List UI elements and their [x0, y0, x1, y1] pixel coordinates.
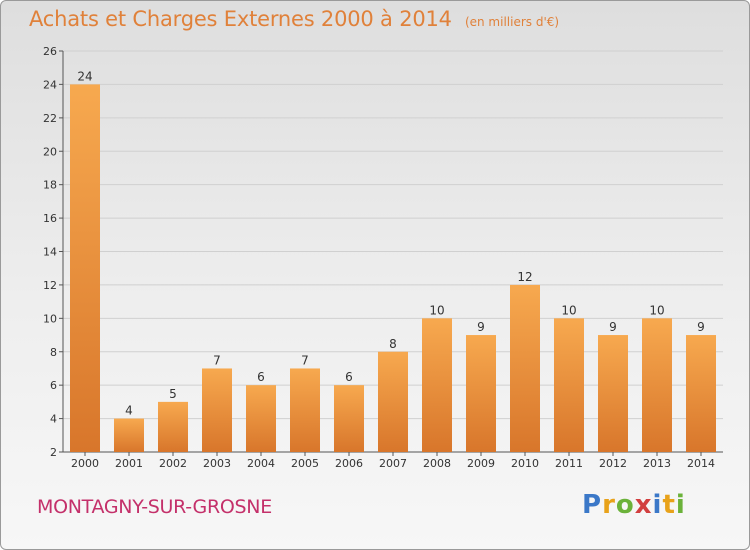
y-tick-label: 4 — [50, 413, 57, 426]
bar — [686, 335, 716, 452]
data-label: 10 — [561, 303, 576, 317]
y-tick-label: 22 — [43, 112, 57, 125]
data-label: 9 — [697, 320, 705, 334]
bar — [422, 318, 452, 452]
logo-letter: i — [675, 490, 686, 520]
x-tick-label: 2008 — [423, 457, 451, 470]
bar — [290, 368, 320, 452]
bar — [598, 335, 628, 452]
x-tick-label: 2006 — [335, 457, 363, 470]
x-tick-label: 2000 — [71, 457, 99, 470]
y-tick-label: 20 — [43, 145, 57, 158]
bar — [334, 385, 364, 452]
bar — [642, 318, 672, 452]
data-label: 10 — [429, 303, 444, 317]
bar — [158, 401, 188, 452]
x-tick-label: 2002 — [159, 457, 187, 470]
y-tick-label: 26 — [43, 45, 57, 58]
x-tick-label: 2009 — [467, 457, 495, 470]
data-label: 12 — [517, 270, 532, 284]
commune-name: MONTAGNY-SUR-GROSNE — [37, 496, 272, 518]
data-label: 5 — [169, 387, 177, 401]
x-tick-label: 2011 — [555, 457, 583, 470]
y-tick-label: 10 — [43, 312, 57, 325]
y-tick-label: 16 — [43, 212, 57, 225]
data-label: 7 — [213, 353, 221, 367]
data-label: 10 — [649, 303, 664, 317]
data-label: 24 — [77, 69, 92, 83]
bar — [70, 84, 100, 453]
data-label: 6 — [345, 370, 353, 384]
x-tick-label: 2004 — [247, 457, 275, 470]
bar — [202, 368, 232, 452]
x-tick-label: 2013 — [643, 457, 671, 470]
logo-letter: r — [602, 490, 616, 520]
y-tick-label: 6 — [50, 379, 57, 392]
logo-letter: t — [662, 490, 676, 520]
y-tick-label: 8 — [50, 346, 57, 359]
logo-letter: i — [652, 490, 663, 520]
bar — [378, 351, 408, 452]
data-label: 7 — [301, 353, 309, 367]
x-tick-label: 2012 — [599, 457, 627, 470]
chart-subtitle: (en milliers d'€) — [464, 15, 560, 29]
y-tick-label: 12 — [43, 279, 57, 292]
x-tick-label: 2014 — [687, 457, 715, 470]
bar — [114, 418, 144, 452]
data-label: 4 — [125, 404, 133, 418]
logo-letter: o — [615, 490, 635, 520]
x-tick-label: 2007 — [379, 457, 407, 470]
y-tick-label: 2 — [50, 446, 57, 459]
chart-header: Achats et Charges Externes 2000 à 2014 (… — [29, 7, 559, 31]
bar — [554, 318, 584, 452]
y-tick-label: 18 — [43, 179, 57, 192]
y-tick-label: 24 — [43, 78, 57, 91]
bar — [466, 335, 496, 452]
logo-letter: P — [582, 490, 603, 520]
x-tick-label: 2001 — [115, 457, 143, 470]
y-tick-label: 14 — [43, 246, 57, 259]
chart-title: Achats et Charges Externes 2000 à 2014 — [29, 7, 452, 31]
proxiti-logo[interactable]: Proxiti — [582, 490, 686, 520]
data-label: 9 — [609, 320, 617, 334]
bar — [510, 284, 540, 452]
logo-letter: x — [634, 490, 653, 520]
data-label: 6 — [257, 370, 265, 384]
x-tick-label: 2010 — [511, 457, 539, 470]
data-label: 8 — [389, 337, 397, 351]
data-label: 9 — [477, 320, 485, 334]
x-tick-label: 2005 — [291, 457, 319, 470]
bar — [246, 385, 276, 452]
x-tick-label: 2003 — [203, 457, 231, 470]
